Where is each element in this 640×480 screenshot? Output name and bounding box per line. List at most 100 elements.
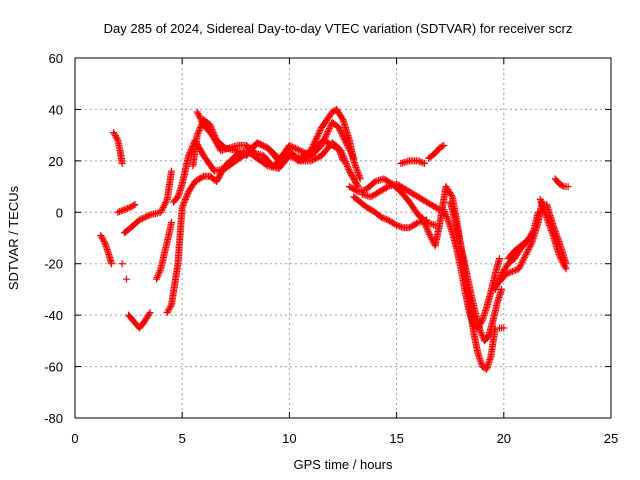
data-point <box>120 204 133 214</box>
data-point <box>470 329 482 356</box>
data-point <box>253 139 270 151</box>
series-s17 <box>425 141 448 162</box>
series-s26 <box>543 201 570 268</box>
data-point <box>167 261 182 309</box>
data-point <box>185 179 198 196</box>
data-point <box>378 213 390 223</box>
data-point <box>496 271 509 286</box>
data-point <box>350 193 363 205</box>
data-point <box>135 212 153 224</box>
data-point <box>483 290 495 311</box>
data-point <box>489 300 501 324</box>
data-point <box>487 272 499 296</box>
data-point <box>356 175 364 183</box>
data-point <box>500 324 508 332</box>
data-point <box>517 238 530 250</box>
y-tick-label: 0 <box>56 205 63 220</box>
series-s19 <box>440 206 504 332</box>
data-point <box>167 219 175 227</box>
data-point <box>498 261 511 278</box>
series-s5 <box>125 309 154 332</box>
data-point <box>487 326 499 360</box>
series-s24 <box>504 237 531 263</box>
x-axis-label: GPS time / hours <box>294 457 393 472</box>
data-point <box>157 248 169 273</box>
data-point <box>459 252 471 279</box>
data-point <box>307 152 324 165</box>
plot-frame <box>74 57 612 419</box>
x-tick-label: 10 <box>282 431 296 446</box>
data-point <box>498 285 506 293</box>
data-point <box>528 220 542 247</box>
y-tick-label: -80 <box>44 411 63 426</box>
y-tick-label: 40 <box>49 102 63 117</box>
data-point <box>427 201 442 213</box>
data-point <box>285 141 303 154</box>
data-point <box>97 231 108 246</box>
data-point <box>496 255 504 263</box>
data-point <box>131 201 139 209</box>
x-tick-label: 0 <box>71 431 78 446</box>
x-tick-label: 15 <box>389 431 403 446</box>
data-point <box>107 260 115 268</box>
data-point <box>350 157 364 181</box>
data-point <box>174 205 186 268</box>
series-s16 <box>397 157 428 167</box>
data-point <box>122 275 130 283</box>
data-point <box>562 260 570 268</box>
data-point <box>208 131 224 153</box>
data-point <box>461 288 473 315</box>
chart-title: Day 285 of 2024, Sidereal Day-to-day VTE… <box>104 21 573 36</box>
data-point <box>161 230 173 255</box>
series-s6 <box>114 201 139 216</box>
data-point <box>339 116 353 143</box>
data-point <box>311 137 326 152</box>
data-point <box>551 175 562 187</box>
y-tick-label: -60 <box>44 360 63 375</box>
data-point <box>425 150 438 162</box>
data-point <box>523 237 531 245</box>
data-point <box>410 190 425 203</box>
data-point <box>446 198 458 220</box>
data-point <box>536 195 550 220</box>
data-point <box>178 153 192 188</box>
data-point <box>243 141 258 156</box>
data-point <box>393 221 405 231</box>
y-tick-label: -20 <box>44 257 63 272</box>
series-s20 <box>446 198 506 345</box>
data-point <box>285 147 301 164</box>
series-s13 <box>350 193 431 232</box>
x-tick-label: 5 <box>179 431 186 446</box>
data-point <box>200 172 212 180</box>
data-point <box>493 287 505 306</box>
data-point <box>363 203 378 215</box>
x-tick-label: 20 <box>497 431 511 446</box>
data-point <box>178 189 192 211</box>
data-point <box>146 309 154 317</box>
data-point <box>152 267 164 283</box>
data-point <box>337 147 353 174</box>
data-point <box>405 219 421 232</box>
series-s15 <box>358 180 443 214</box>
data-point <box>163 302 175 317</box>
data-point <box>414 157 427 167</box>
y-tick-label: 60 <box>49 51 63 66</box>
data-point <box>401 185 416 197</box>
data-point <box>110 129 121 143</box>
data-point <box>118 159 126 167</box>
y-tick-label: -40 <box>44 308 63 323</box>
data-point <box>163 169 175 203</box>
data-point <box>363 179 378 193</box>
data-point <box>118 260 126 268</box>
data-point <box>549 221 563 246</box>
data-point <box>200 152 217 174</box>
data-point <box>420 159 428 167</box>
data-point <box>564 183 572 191</box>
data-point <box>193 108 207 127</box>
series-s8 <box>152 219 175 283</box>
data-point <box>521 241 535 260</box>
data-point <box>320 136 335 149</box>
data-point <box>418 195 433 208</box>
data-point <box>515 254 528 273</box>
